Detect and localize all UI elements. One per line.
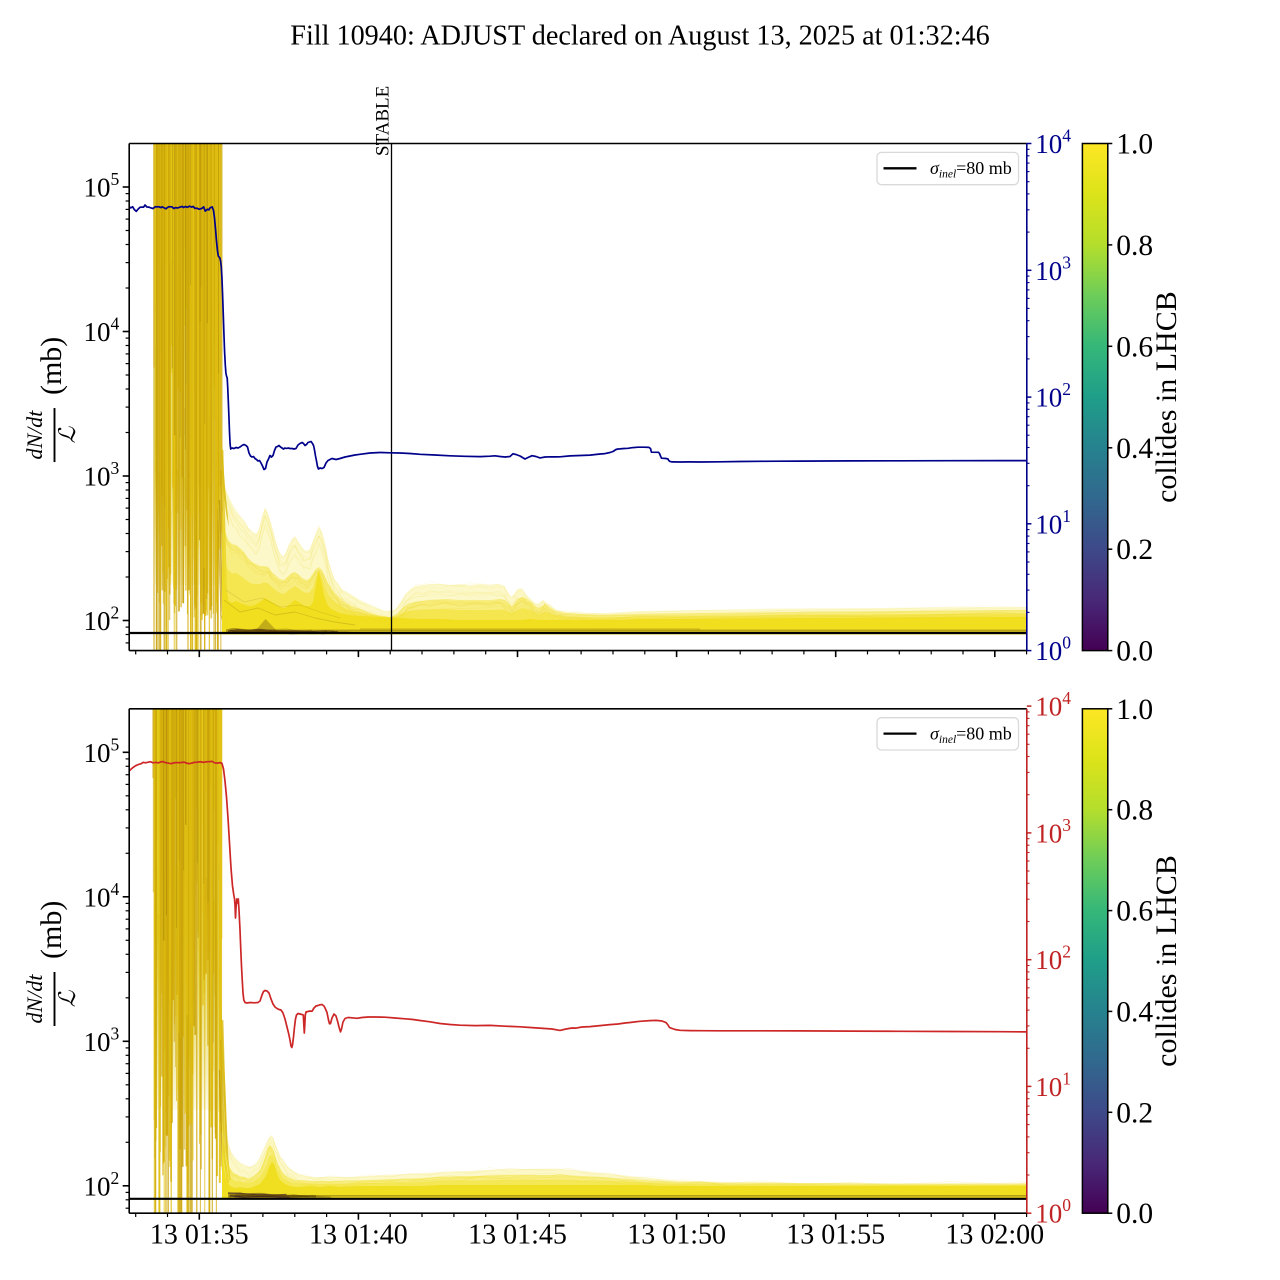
- svg-text:0.6: 0.6: [1116, 331, 1153, 363]
- svg-text:dN/dt: dN/dt: [22, 974, 47, 1024]
- svg-text:0.0: 0.0: [1116, 1198, 1153, 1230]
- svg-text:dN/dt: dN/dt: [22, 410, 47, 460]
- svg-text:100: 100: [1035, 633, 1071, 667]
- svg-text:13 01:35: 13 01:35: [150, 1220, 249, 1251]
- svg-text:13 01:50: 13 01:50: [627, 1220, 726, 1251]
- svg-text:1.0: 1.0: [1116, 694, 1153, 726]
- svg-text:σinel=80 mb: σinel=80 mb: [930, 723, 1012, 746]
- svg-text:0.2: 0.2: [1116, 534, 1153, 566]
- svg-text:collides in LHCB: collides in LHCB: [1150, 291, 1183, 503]
- svg-text:σinel=80 mb: σinel=80 mb: [930, 158, 1012, 181]
- svg-text:0.8: 0.8: [1116, 795, 1153, 827]
- svg-text:0.2: 0.2: [1116, 1097, 1153, 1129]
- svg-text:STABLE: STABLE: [373, 86, 394, 156]
- svg-text:13 02:00: 13 02:00: [945, 1220, 1044, 1251]
- svg-text:ℒ: ℒ: [55, 990, 80, 1007]
- svg-text:13 01:45: 13 01:45: [468, 1220, 567, 1251]
- svg-text:0.6: 0.6: [1116, 896, 1153, 928]
- svg-text:13 01:55: 13 01:55: [786, 1220, 885, 1251]
- svg-text:(mb): (mb): [35, 901, 68, 959]
- svg-text:0.4: 0.4: [1116, 996, 1153, 1028]
- svg-text:101: 101: [1035, 506, 1071, 540]
- svg-text:0.8: 0.8: [1116, 230, 1153, 262]
- svg-text:Fill 10940: ADJUST declared on: Fill 10940: ADJUST declared on August 13…: [290, 21, 989, 52]
- svg-text:collides in LHCB: collides in LHCB: [1150, 855, 1183, 1067]
- svg-text:13 01:40: 13 01:40: [309, 1220, 408, 1251]
- svg-text:ℒ: ℒ: [55, 426, 80, 443]
- svg-text:0.4: 0.4: [1116, 433, 1153, 465]
- svg-text:1.0: 1.0: [1116, 129, 1153, 161]
- svg-text:(mb): (mb): [35, 337, 68, 395]
- svg-text:0.0: 0.0: [1116, 636, 1153, 668]
